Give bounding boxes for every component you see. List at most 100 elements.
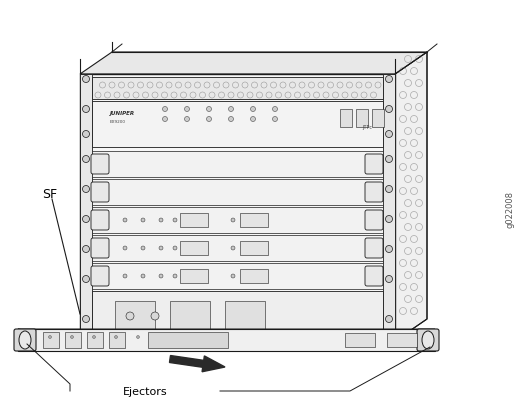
Circle shape bbox=[385, 216, 393, 223]
Circle shape bbox=[159, 274, 163, 278]
Circle shape bbox=[83, 76, 89, 83]
Bar bbox=[240, 241, 268, 255]
Circle shape bbox=[83, 316, 89, 323]
FancyBboxPatch shape bbox=[417, 329, 439, 351]
Bar bbox=[180, 213, 208, 227]
Circle shape bbox=[173, 218, 177, 222]
Bar bbox=[43, 332, 59, 348]
Circle shape bbox=[141, 218, 145, 222]
Bar bbox=[92, 263, 383, 289]
Circle shape bbox=[385, 316, 393, 323]
Circle shape bbox=[83, 106, 89, 113]
Text: g022008: g022008 bbox=[505, 191, 514, 228]
FancyBboxPatch shape bbox=[91, 182, 109, 202]
Circle shape bbox=[251, 107, 255, 112]
Circle shape bbox=[83, 246, 89, 253]
Circle shape bbox=[159, 218, 163, 222]
FancyArrow shape bbox=[170, 356, 225, 372]
Polygon shape bbox=[395, 53, 427, 341]
Bar bbox=[148, 332, 228, 348]
Circle shape bbox=[83, 216, 89, 223]
Bar bbox=[80, 75, 92, 341]
Text: JTPc: JTPc bbox=[362, 125, 372, 130]
Bar bbox=[180, 270, 208, 283]
FancyBboxPatch shape bbox=[365, 238, 383, 258]
FancyBboxPatch shape bbox=[91, 266, 109, 286]
Bar bbox=[345, 333, 375, 347]
FancyBboxPatch shape bbox=[365, 155, 383, 175]
Circle shape bbox=[123, 246, 127, 250]
Circle shape bbox=[385, 186, 393, 193]
Text: Ejectors: Ejectors bbox=[123, 386, 167, 396]
Bar bbox=[383, 75, 395, 341]
Circle shape bbox=[385, 76, 393, 83]
Circle shape bbox=[231, 274, 235, 278]
Circle shape bbox=[185, 117, 189, 122]
Circle shape bbox=[272, 117, 278, 122]
FancyBboxPatch shape bbox=[91, 238, 109, 258]
Circle shape bbox=[206, 117, 212, 122]
Circle shape bbox=[185, 107, 189, 112]
Circle shape bbox=[231, 246, 235, 250]
Circle shape bbox=[385, 156, 393, 163]
Bar bbox=[109, 332, 125, 348]
Circle shape bbox=[206, 107, 212, 112]
Circle shape bbox=[228, 117, 233, 122]
FancyBboxPatch shape bbox=[91, 155, 109, 175]
Bar bbox=[80, 75, 395, 341]
Polygon shape bbox=[18, 329, 92, 351]
Bar bbox=[180, 241, 208, 255]
Circle shape bbox=[137, 336, 139, 339]
Bar bbox=[115, 301, 155, 333]
Bar bbox=[372, 110, 384, 128]
Circle shape bbox=[71, 336, 73, 339]
FancyBboxPatch shape bbox=[365, 211, 383, 230]
Bar bbox=[92, 291, 383, 341]
Circle shape bbox=[83, 186, 89, 193]
Text: JUNIPER: JUNIPER bbox=[110, 110, 135, 115]
Circle shape bbox=[151, 312, 159, 320]
Polygon shape bbox=[80, 53, 427, 75]
Circle shape bbox=[83, 276, 89, 283]
Bar bbox=[356, 110, 368, 128]
Bar bbox=[170, 301, 210, 333]
Bar bbox=[92, 180, 383, 205]
Circle shape bbox=[48, 336, 51, 339]
Circle shape bbox=[123, 218, 127, 222]
Circle shape bbox=[126, 312, 134, 320]
Circle shape bbox=[173, 246, 177, 250]
Bar bbox=[240, 213, 268, 227]
Bar bbox=[225, 301, 265, 333]
Bar bbox=[92, 78, 383, 100]
Circle shape bbox=[114, 336, 118, 339]
Bar bbox=[87, 332, 103, 348]
Bar bbox=[92, 207, 383, 234]
Ellipse shape bbox=[422, 331, 434, 349]
Circle shape bbox=[173, 274, 177, 278]
FancyBboxPatch shape bbox=[91, 211, 109, 230]
Bar bbox=[92, 102, 383, 148]
Circle shape bbox=[272, 107, 278, 112]
Text: SF: SF bbox=[42, 188, 57, 201]
Bar bbox=[92, 236, 383, 261]
Text: EX9200: EX9200 bbox=[110, 120, 126, 124]
Circle shape bbox=[83, 131, 89, 138]
Bar bbox=[65, 332, 81, 348]
Circle shape bbox=[385, 131, 393, 138]
Bar bbox=[240, 270, 268, 283]
FancyBboxPatch shape bbox=[365, 266, 383, 286]
Circle shape bbox=[83, 156, 89, 163]
Circle shape bbox=[163, 107, 167, 112]
Ellipse shape bbox=[19, 331, 31, 349]
Circle shape bbox=[251, 117, 255, 122]
Bar bbox=[92, 152, 383, 178]
Polygon shape bbox=[18, 329, 435, 341]
Circle shape bbox=[385, 106, 393, 113]
Circle shape bbox=[159, 246, 163, 250]
Bar bbox=[387, 333, 417, 347]
Circle shape bbox=[228, 107, 233, 112]
Bar bbox=[340, 110, 352, 128]
FancyBboxPatch shape bbox=[14, 329, 36, 351]
Circle shape bbox=[141, 246, 145, 250]
Circle shape bbox=[385, 246, 393, 253]
